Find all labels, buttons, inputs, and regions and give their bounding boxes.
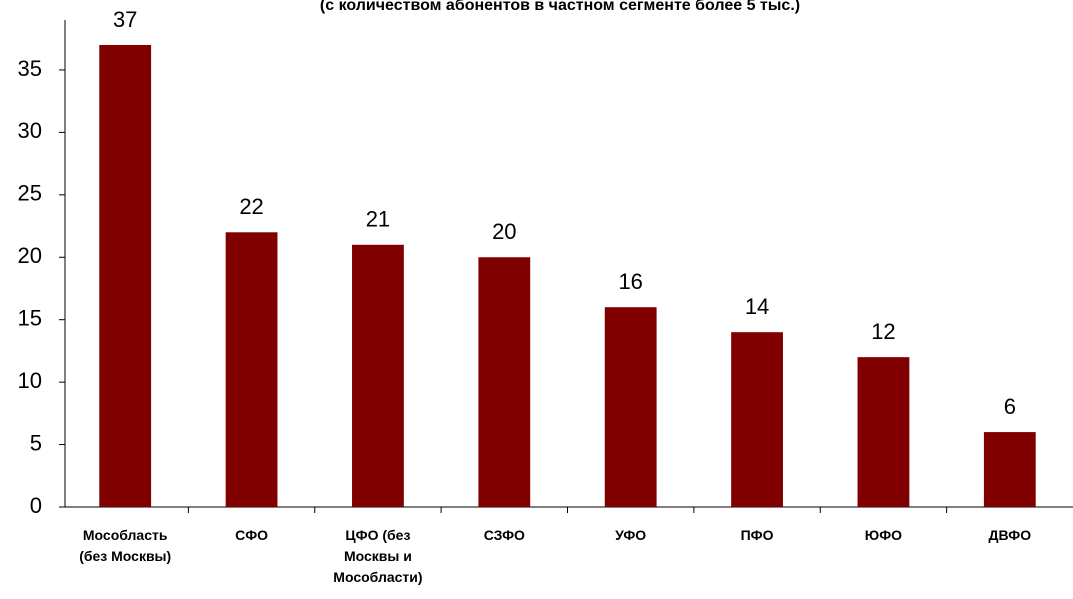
y-tick-label: 10 [18,368,42,393]
y-tick-label: 20 [18,243,42,268]
x-tick-label: СФО [235,527,269,543]
chart-subtitle: (с количеством абонентов в частном сегме… [320,0,800,14]
y-tick-label: 5 [30,430,42,455]
bar [857,357,910,507]
x-tick-label: ДВФО [988,527,1032,543]
value-label: 6 [1004,394,1016,419]
x-tick-label: СЗФО [483,527,525,543]
value-label: 37 [113,7,137,32]
bar [225,232,278,508]
x-tick-label: Мособласть (без Москвы) [79,527,172,564]
x-tick-label: ЮФО [864,527,903,543]
bar [99,44,152,507]
bar [983,432,1036,507]
value-label: 21 [366,207,390,232]
x-tick-label: УФО [615,527,647,543]
y-tick-label: 15 [18,306,42,331]
y-tick-label: 0 [30,493,42,518]
x-tick-label: ЦФО (без Москвы и Мособласти) [333,527,423,585]
bar [731,332,783,507]
value-label: 20 [492,219,516,244]
bar [604,307,657,507]
value-label: 14 [745,294,769,319]
value-label: 12 [871,319,895,344]
bar [478,257,531,507]
y-tick-label: 25 [18,181,42,206]
x-tick-label: ПФО [740,527,774,543]
bar [352,244,404,507]
y-tick-label: 30 [18,118,42,143]
y-tick-label: 35 [18,56,42,81]
value-label: 22 [239,194,263,219]
value-label: 16 [618,269,642,294]
